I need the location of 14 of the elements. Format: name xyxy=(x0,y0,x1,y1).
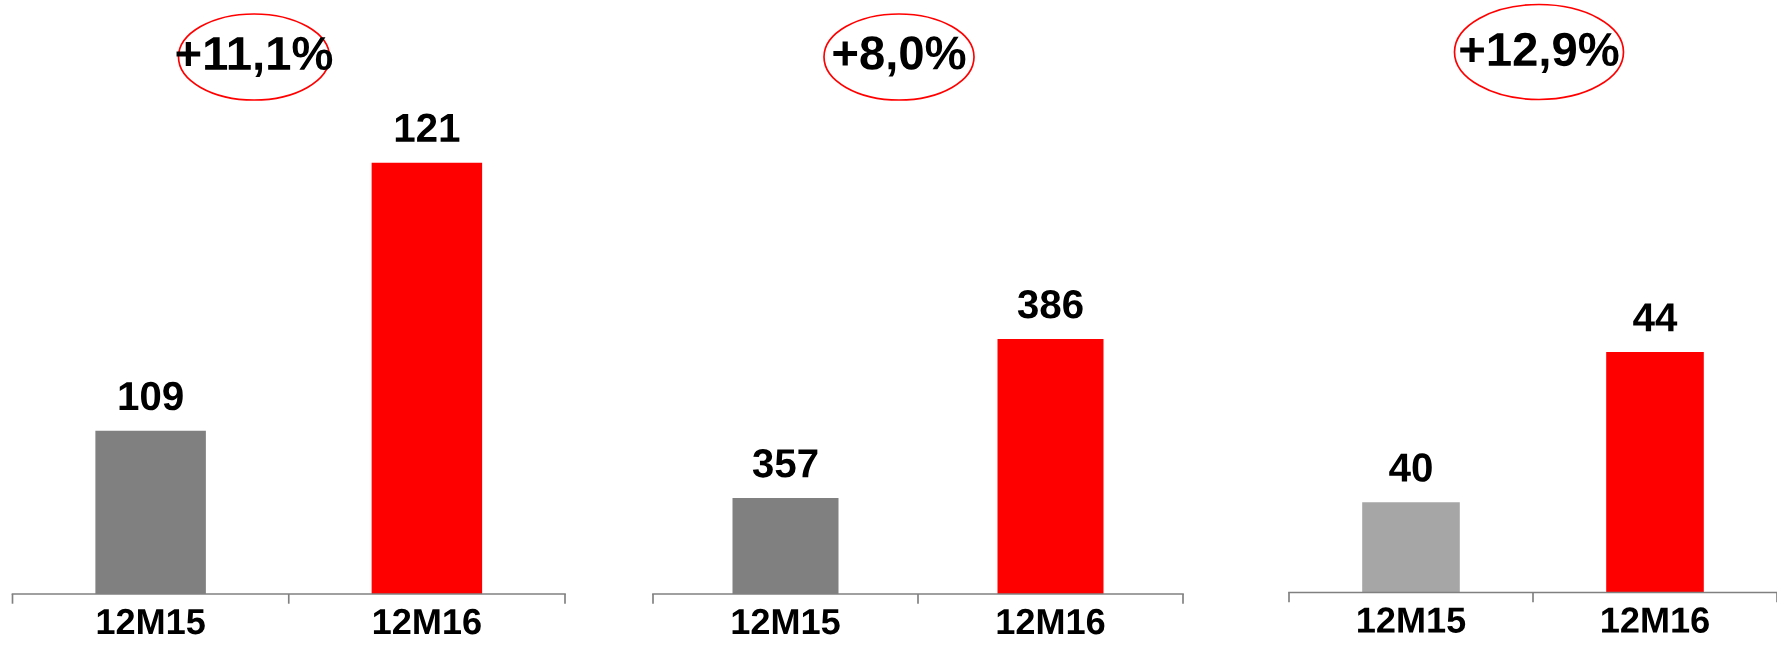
data-label: 109 xyxy=(119,381,183,411)
data-label: 44 xyxy=(1633,303,1678,332)
x-tick-label: 12M15 xyxy=(1358,607,1466,633)
data-label: 357 xyxy=(752,449,818,478)
x-tick-label: 12M16 xyxy=(997,608,1105,635)
x-tick-label: 12M16 xyxy=(373,608,481,635)
text: +12,9% xyxy=(1460,32,1619,74)
text: +8,0% xyxy=(833,36,966,77)
x-tick-label: 12M15 xyxy=(97,608,205,635)
x-tick-label: 12M16 xyxy=(1602,607,1709,633)
data-label: 121 xyxy=(395,113,460,142)
data-label: 386 xyxy=(1017,290,1083,319)
x-tick-label: 12M15 xyxy=(732,608,840,635)
data-label: 40 xyxy=(1389,453,1432,482)
